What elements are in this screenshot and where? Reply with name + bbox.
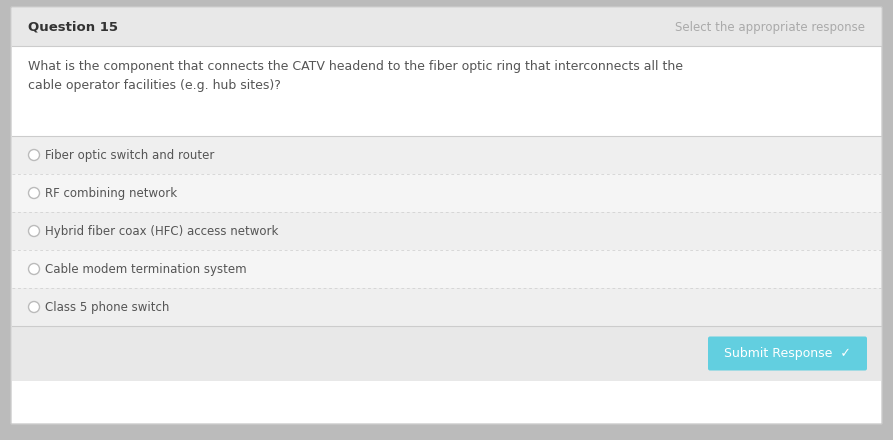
Circle shape	[29, 264, 39, 275]
Text: Cable modem termination system: Cable modem termination system	[45, 263, 246, 275]
FancyBboxPatch shape	[12, 288, 881, 326]
FancyBboxPatch shape	[12, 136, 881, 174]
Text: RF combining network: RF combining network	[45, 187, 177, 199]
Text: Submit Response  ✓: Submit Response ✓	[724, 347, 851, 360]
Text: Class 5 phone switch: Class 5 phone switch	[45, 301, 170, 313]
Circle shape	[29, 150, 39, 161]
FancyBboxPatch shape	[12, 8, 881, 46]
Text: Question 15: Question 15	[28, 21, 118, 33]
FancyBboxPatch shape	[12, 250, 881, 288]
Circle shape	[29, 301, 39, 312]
FancyBboxPatch shape	[12, 326, 881, 381]
Circle shape	[29, 225, 39, 236]
Text: Select the appropriate response: Select the appropriate response	[675, 21, 865, 33]
FancyBboxPatch shape	[11, 7, 882, 424]
Text: What is the component that connects the CATV headend to the fiber optic ring tha: What is the component that connects the …	[28, 60, 683, 92]
Text: Hybrid fiber coax (HFC) access network: Hybrid fiber coax (HFC) access network	[45, 224, 279, 238]
FancyBboxPatch shape	[12, 212, 881, 250]
FancyBboxPatch shape	[708, 337, 867, 370]
FancyBboxPatch shape	[12, 46, 881, 136]
Text: Fiber optic switch and router: Fiber optic switch and router	[45, 148, 214, 161]
FancyBboxPatch shape	[12, 174, 881, 212]
Circle shape	[29, 187, 39, 198]
